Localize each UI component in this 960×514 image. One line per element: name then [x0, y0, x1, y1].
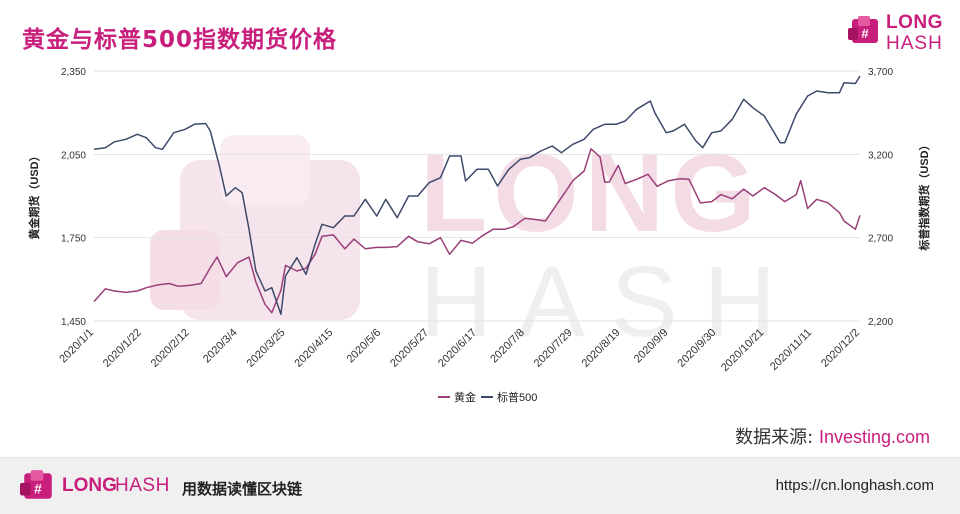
y-left-tick-label: 1,750	[61, 234, 86, 245]
y-right-tick-label: 2,700	[868, 234, 893, 245]
footer-logo-text-long: LONG	[62, 475, 117, 496]
footer-logo-text-hash: HASH	[115, 475, 170, 496]
legend-gold-label: 黄金	[454, 390, 476, 404]
y-right-tick-label: 3,200	[868, 150, 893, 161]
svg-text:#: #	[34, 481, 42, 496]
x-tick-label: 2020/1/22	[101, 327, 144, 370]
data-source-link[interactable]: Investing.com	[818, 427, 930, 447]
x-tick-label: 2020/2/12	[149, 327, 192, 370]
x-tick-labels: 2020/1/1 2020/1/22 2020/2/12 2020/3/4 2020/3…	[57, 327, 862, 374]
logo-text-long: LONG	[886, 12, 943, 33]
y-left-tick-label: 2,050	[61, 150, 86, 161]
footer-slogan: 用数据读懂区块链	[182, 480, 303, 498]
chart-series	[93, 75, 861, 316]
y-right-axis-label: 标普指数期货（USD）	[917, 139, 931, 251]
footer-url[interactable]: https://cn.longhash.com	[775, 477, 934, 494]
footer-logo-icon[interactable]: #	[20, 468, 56, 504]
y-left-tick-label: 2,350	[61, 67, 86, 78]
x-tick-label: 2020/3/4	[201, 327, 240, 366]
legend-sp500-label: 标普500	[497, 390, 537, 404]
chart-svg: 1,450 1,750 2,050 2,350 2,200 2,700 3,200 3,70…	[27, 67, 931, 404]
x-tick-label: 2020/6/17	[436, 327, 479, 370]
x-tick-label: 2020/10/21	[719, 327, 766, 374]
longhash-logo-icon: #	[848, 16, 878, 43]
data-source: 数据来源: Investing.com	[735, 423, 930, 449]
chart-grid	[94, 70, 860, 322]
x-tick-label: 2020/7/29	[532, 327, 575, 370]
x-tick-label: 2020/9/30	[675, 327, 718, 370]
longhash-logo[interactable]: # LONG HASH	[848, 12, 948, 58]
x-tick-label: 2020/3/25	[245, 327, 288, 370]
y-left-axis-label: 黄金期货（USD）	[27, 150, 41, 239]
y-right-tick-labels: 2,200 2,700 3,200 3,700	[868, 67, 893, 328]
svg-text:#: #	[861, 26, 869, 41]
data-source-label: 数据来源:	[735, 427, 814, 448]
y-right-tick-label: 2,200	[868, 317, 893, 328]
gold-line	[93, 148, 861, 314]
x-tick-label: 2020/7/8	[488, 327, 527, 366]
x-tick-label: 2020/11/11	[768, 327, 814, 373]
x-tick-label: 2020/5/6	[345, 327, 384, 366]
chart-title: 黄金与标普500指数期货价格	[22, 27, 338, 53]
x-tick-label: 2020/1/1	[57, 327, 96, 366]
x-tick-label: 2020/5/27	[388, 327, 431, 370]
x-tick-label: 2020/8/19	[580, 327, 623, 370]
x-tick-label: 2020/4/15	[292, 327, 335, 370]
footer-bar: # LONG HASH 用数据读懂区块链 https://cn.longhash…	[0, 457, 960, 514]
logo-text-hash: HASH	[886, 33, 943, 54]
chart-legend: 黄金 标普500	[438, 390, 537, 404]
y-left-tick-label: 1,450	[61, 317, 86, 328]
y-right-tick-label: 3,700	[868, 67, 893, 78]
y-left-tick-labels: 1,450 1,750 2,050 2,350	[61, 67, 86, 328]
x-tick-label: 2020/12/2	[819, 327, 862, 370]
sp500-line	[93, 75, 861, 316]
x-tick-label: 2020/9/9	[632, 327, 671, 366]
